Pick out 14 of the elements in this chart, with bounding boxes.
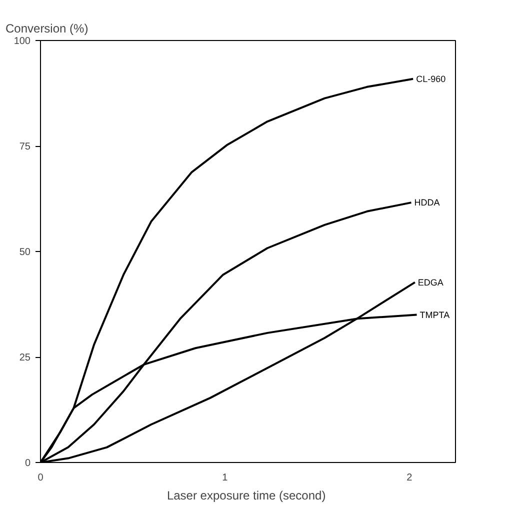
y-tick-label: 75 [19,142,31,152]
y-tick-label: 25 [19,352,31,364]
y-tick-label: 0 [24,458,31,469]
y-axis-title: Conversion (%) [6,22,88,36]
x-tick-label: 2 [406,472,413,484]
series-label: CL-960 [416,74,446,84]
y-tick-label: 50 [19,247,31,258]
series-label: EDGA [418,277,444,288]
y-tick-label: 100 [14,36,31,47]
series-label: TMPTA [420,310,450,320]
x-tick-label: 1 [222,472,228,484]
series-label: HDDA [414,198,440,208]
x-axis-title: Laser exposure time (second) [166,488,326,502]
x-tick-label: 0 [38,472,44,484]
